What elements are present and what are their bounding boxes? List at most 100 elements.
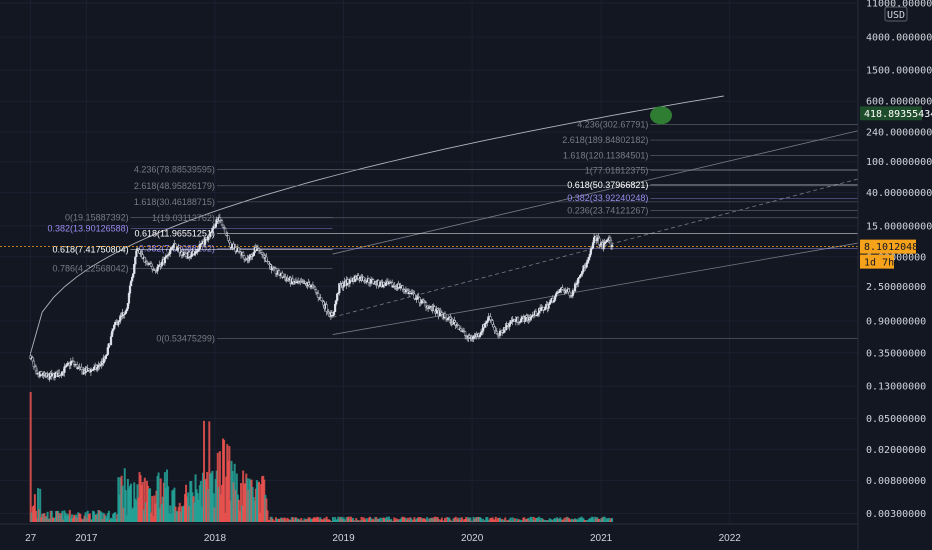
candle-body <box>492 324 495 328</box>
volume-bar <box>565 516 568 522</box>
volume-bar <box>100 512 103 522</box>
volume-bar <box>119 477 122 522</box>
volume-bar <box>587 519 590 522</box>
volume-bar <box>30 512 33 522</box>
y-tick-label: 40.00000000 <box>866 188 932 199</box>
candle-body <box>242 252 245 256</box>
volume-bar <box>583 520 586 522</box>
volume-bar <box>55 511 58 522</box>
volume-bar <box>438 520 441 522</box>
volume-bar <box>181 506 184 522</box>
candle-body <box>440 312 443 315</box>
volume-bar <box>542 519 545 522</box>
volume-bar <box>430 517 433 522</box>
volume-bar <box>56 510 59 522</box>
volume-bar <box>537 517 540 522</box>
candle-body <box>243 255 246 260</box>
volume-bar <box>105 517 108 522</box>
candle-body <box>110 330 114 337</box>
candle-body <box>172 245 175 248</box>
price-axis[interactable]: 11000.00000000 4000.00000000 1500.00000000… <box>857 0 932 550</box>
volume-bar <box>130 483 133 522</box>
volume-bar <box>85 517 88 522</box>
volume-bar <box>164 488 167 522</box>
volume-bar <box>32 505 35 522</box>
volume-bar <box>604 520 607 522</box>
volume-bar <box>235 473 238 522</box>
candle-body <box>401 285 404 290</box>
volume-bar <box>268 520 271 522</box>
volume-bar <box>457 519 460 522</box>
volume-bar <box>333 520 336 522</box>
volume-bar <box>76 517 79 522</box>
volume-bar <box>153 495 156 522</box>
volume-bar <box>425 519 428 522</box>
volume-bar <box>145 480 148 522</box>
volume-bar <box>463 519 466 522</box>
fib-level-label: 2.618(48.95826179) <box>134 181 215 191</box>
volume-bar <box>133 482 136 522</box>
candle-body <box>214 223 217 228</box>
volume-bar <box>33 494 36 522</box>
candle-body <box>591 242 595 249</box>
x-tick-label: 27 <box>25 533 37 544</box>
volume-bar <box>132 507 135 522</box>
volume-bar <box>38 509 41 522</box>
volume-bar <box>595 518 598 522</box>
volume-bar <box>229 500 232 522</box>
candle-body <box>525 315 528 318</box>
candle-body <box>220 220 224 226</box>
candle-body <box>184 253 188 257</box>
volume-bar <box>251 487 254 522</box>
volume-bar <box>339 516 342 522</box>
candle-body <box>151 266 154 270</box>
volume-bar <box>601 517 604 522</box>
volume-bar <box>452 518 455 522</box>
volume-bar <box>559 517 562 522</box>
volume-bar <box>290 517 293 522</box>
candle-body <box>135 250 138 258</box>
volume-bar <box>539 520 542 522</box>
volume-bar <box>286 517 289 522</box>
fib-level-label: 0(0.53475299) <box>156 333 215 343</box>
candle-body <box>346 279 349 284</box>
volume-bar <box>241 505 244 522</box>
volume-bar <box>252 497 255 522</box>
volume-bar <box>123 468 126 522</box>
volume-bar <box>508 519 511 522</box>
volume-bar <box>89 519 92 522</box>
volume-bar <box>231 470 234 522</box>
volume-bar <box>386 519 389 522</box>
volume-bar <box>491 517 494 522</box>
candle-body <box>229 242 232 248</box>
volume-bar <box>411 520 414 522</box>
volume-bar <box>156 476 159 522</box>
volume-bar <box>214 478 217 522</box>
volume-bar <box>378 518 381 522</box>
candle-body <box>80 366 83 370</box>
volume-bar <box>360 516 363 522</box>
x-tick-label: 2020 <box>461 533 484 544</box>
volume-bar <box>211 470 214 522</box>
candle-body <box>277 270 281 276</box>
candle-body <box>317 293 320 298</box>
volume-bar <box>478 516 481 522</box>
volume-bar <box>569 519 572 522</box>
volume-bar <box>263 479 266 522</box>
volume-bar <box>244 483 247 522</box>
volume-bar <box>47 519 50 522</box>
time-axis[interactable]: 27 2017 2018 2019 2020 2021 2022 <box>0 523 858 544</box>
x-tick-label: 2021 <box>590 533 613 544</box>
volume-bar <box>580 516 583 522</box>
candle-body <box>534 311 538 316</box>
candle-body <box>128 285 132 294</box>
volume-bar <box>444 517 447 522</box>
candle-body <box>131 277 134 282</box>
volume-bar <box>84 512 87 522</box>
volume-bar <box>417 517 420 522</box>
volume-bar <box>375 517 378 522</box>
volume-bar <box>296 519 299 522</box>
candle-body <box>118 320 121 323</box>
